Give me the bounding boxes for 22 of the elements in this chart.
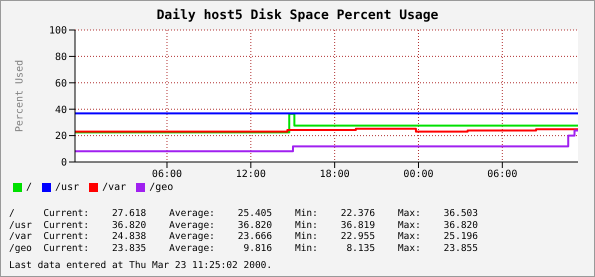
y-tick-label: 80	[54, 52, 67, 63]
legend-label: /usr	[55, 182, 80, 193]
text: /usr Current: 36.820 Average: 36.820 Min: 36.819 Max: 36.820	[9, 220, 479, 231]
y-tick-label: 100	[48, 26, 67, 37]
y-axis-title: Percent Used	[14, 60, 26, 132]
text: Last data entered at Thu Mar 23 11:25:02 2000.	[9, 260, 274, 272]
chart-title: Daily host5 Disk Space Percent Usage	[156, 8, 440, 25]
x-tick-label: 06:00	[152, 169, 182, 180]
y-tick-label: 0	[60, 158, 67, 169]
legend-label: /var	[102, 182, 126, 193]
y-tick-label: 60	[54, 78, 67, 90]
x-tick-label: 18:00	[320, 169, 350, 180]
x-tick-label: 12:00	[236, 169, 266, 180]
legend-label: /	[26, 182, 32, 193]
legend-label: /geo	[149, 182, 174, 193]
y-tick-label: 20	[54, 131, 67, 142]
text: / Current: 27.618 Average: 25.405 Min: 22.376 Max: 36.503	[9, 208, 479, 220]
y-tick-label: 40	[54, 104, 67, 116]
text: /geo Current: 23.835 Average: 9.816 Min: 8.135 Max: 23.855	[9, 242, 479, 254]
x-tick-label: 06:00	[487, 169, 518, 180]
text: /var Current: 24.838 Average: 23.666 Min: 22.955 Max: 25.196	[9, 231, 479, 242]
x-tick-label: 00:00	[403, 169, 434, 180]
